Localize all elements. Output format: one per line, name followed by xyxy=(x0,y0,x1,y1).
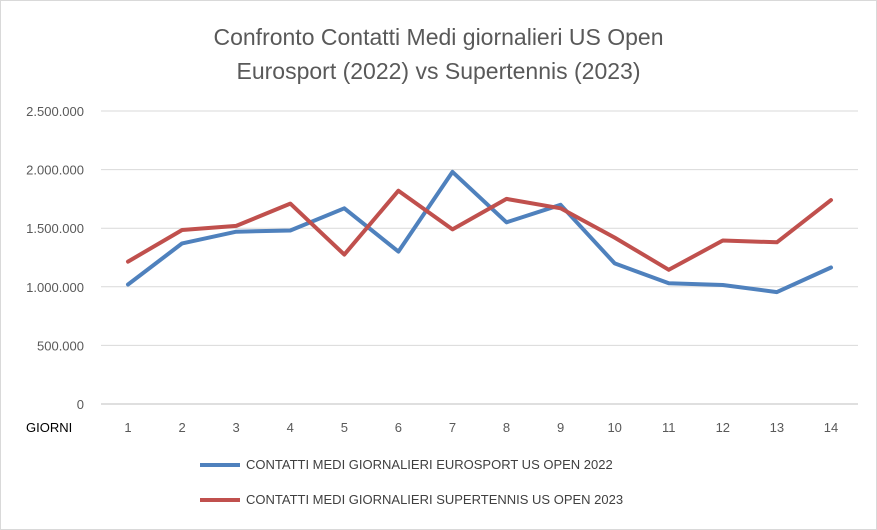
legend-swatch-eurosport xyxy=(200,462,240,467)
x-tick-label: 11 xyxy=(662,420,676,435)
x-tick-label: 2 xyxy=(178,420,185,435)
x-tick-label: 14 xyxy=(824,420,838,435)
series-line-supertennis xyxy=(126,188,833,272)
legend-label-eurosport: CONTATTI MEDI GIORNALIERI EUROSPORT US O… xyxy=(246,457,613,472)
y-tick-label: 2.000.000 xyxy=(26,163,84,178)
x-tick-label: 1 xyxy=(124,420,131,435)
x-tick-label: 3 xyxy=(233,420,240,435)
x-tick-label: 9 xyxy=(557,420,564,435)
legend-entry-supertennis: CONTATTI MEDI GIORNALIERI SUPERTENNIS US… xyxy=(200,492,623,507)
x-tick-label: 12 xyxy=(716,420,730,435)
series-line-eurosport xyxy=(126,169,833,295)
y-tick-label: 1.500.000 xyxy=(26,221,84,236)
y-tick-label: 500.000 xyxy=(37,338,84,353)
x-tick-label: 8 xyxy=(503,420,510,435)
chart-title-line-1: Confronto Contatti Medi giornalieri US O… xyxy=(213,24,664,50)
x-tick-label: 4 xyxy=(287,420,294,435)
y-tick-label: 1.000.000 xyxy=(26,280,84,295)
x-tick-label: 13 xyxy=(770,420,784,435)
legend-label-supertennis: CONTATTI MEDI GIORNALIERI SUPERTENNIS US… xyxy=(246,492,624,507)
x-tick-label: 6 xyxy=(395,420,402,435)
x-tick-label: 7 xyxy=(449,420,456,435)
x-tick-label: 5 xyxy=(341,420,348,435)
legend-entry-eurosport: CONTATTI MEDI GIORNALIERI EUROSPORT US O… xyxy=(200,457,613,472)
y-tick-label: 0 xyxy=(77,397,84,412)
x-axis-label: GIORNI xyxy=(26,420,72,435)
chart-title-line-2: Eurosport (2022) vs Supertennis (2023) xyxy=(236,58,641,84)
legend-swatch-supertennis xyxy=(200,497,240,502)
x-tick-label: 10 xyxy=(607,420,621,435)
y-tick-label: 2.500.000 xyxy=(26,104,84,119)
